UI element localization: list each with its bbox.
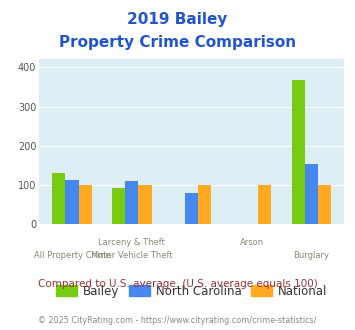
Text: Arson: Arson — [240, 238, 264, 247]
Text: Property Crime Comparison: Property Crime Comparison — [59, 35, 296, 50]
Bar — [305, 164, 318, 224]
Text: Motor Vehicle Theft: Motor Vehicle Theft — [91, 251, 173, 260]
Bar — [65, 180, 78, 224]
Bar — [258, 185, 271, 224]
Bar — [125, 181, 138, 224]
Text: Larceny & Theft: Larceny & Theft — [98, 238, 165, 247]
Text: Compared to U.S. average. (U.S. average equals 100): Compared to U.S. average. (U.S. average … — [38, 279, 317, 289]
Bar — [198, 185, 212, 224]
Bar — [112, 188, 125, 224]
Bar — [138, 185, 152, 224]
Text: © 2025 CityRating.com - https://www.cityrating.com/crime-statistics/: © 2025 CityRating.com - https://www.city… — [38, 316, 317, 325]
Bar — [185, 193, 198, 224]
Text: All Property Crime: All Property Crime — [34, 251, 110, 260]
Bar — [292, 80, 305, 224]
Bar — [52, 173, 65, 224]
Bar — [318, 185, 331, 224]
Text: 2019 Bailey: 2019 Bailey — [127, 12, 228, 26]
Text: Burglary: Burglary — [294, 251, 329, 260]
Bar — [78, 185, 92, 224]
Legend: Bailey, North Carolina, National: Bailey, North Carolina, National — [51, 280, 332, 302]
